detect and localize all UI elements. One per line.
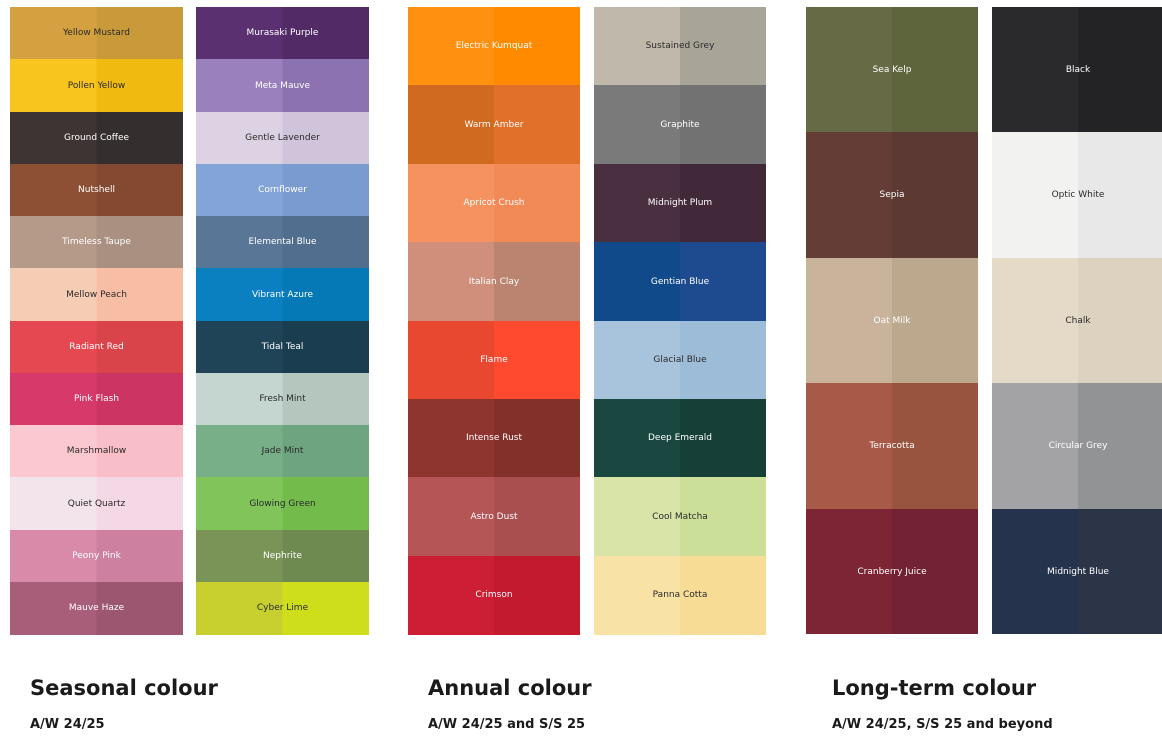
color-swatch: Radiant Red (10, 320, 183, 374)
color-swatch: Elemental Blue (196, 216, 369, 269)
section-title: Long-term colour (832, 676, 1037, 700)
color-swatch: Ground Coffee (10, 111, 183, 165)
color-swatch: Sea Kelp (806, 7, 978, 133)
color-swatch: Apricot Crush (408, 163, 580, 243)
section-subtitle: A/W 24/25, S/S 25 and beyond (832, 717, 1053, 732)
color-swatch: Panna Cotta (594, 555, 766, 635)
color-swatch: Marshmallow (10, 425, 183, 478)
color-swatch: Sustained Grey (594, 7, 766, 86)
color-swatch: Peony Pink (10, 529, 183, 583)
color-swatch: Timeless Taupe (10, 216, 183, 269)
color-swatch: Midnight Blue (992, 508, 1162, 635)
color-swatch: Cranberry Juice (806, 508, 978, 635)
color-swatch: Italian Clay (408, 242, 580, 321)
color-swatch: Yellow Mustard (10, 7, 183, 60)
color-swatch: Murasaki Purple (196, 7, 369, 60)
color-swatch: Nutshell (10, 163, 183, 217)
color-swatch: Cyber Lime (196, 581, 369, 635)
color-swatch: Gentle Lavender (196, 111, 369, 165)
section-subtitle: A/W 24/25 (30, 717, 105, 732)
color-swatch: Midnight Plum (594, 163, 766, 243)
color-swatch: Astro Dust (408, 477, 580, 557)
color-swatch: Optic White (992, 132, 1162, 259)
color-swatch: Pink Flash (10, 372, 183, 426)
color-swatch: Glacial Blue (594, 320, 766, 400)
color-swatch: Crimson (408, 555, 580, 635)
color-swatch: Chalk (992, 257, 1162, 384)
color-swatch: Intense Rust (408, 398, 580, 478)
color-swatch: Oat Milk (806, 257, 978, 384)
color-swatch: Fresh Mint (196, 372, 369, 426)
color-swatch: Black (992, 7, 1162, 133)
section-title: Annual colour (428, 676, 592, 700)
color-swatch: Cornflower (196, 163, 369, 217)
color-swatch: Sepia (806, 132, 978, 259)
color-swatch: Mauve Haze (10, 581, 183, 635)
color-swatch: Glowing Green (196, 477, 369, 530)
color-swatch: Tidal Teal (196, 320, 369, 374)
color-swatch: Mellow Peach (10, 268, 183, 321)
color-swatch: Deep Emerald (594, 398, 766, 478)
color-swatch: Cool Matcha (594, 477, 766, 557)
color-swatch: Flame (408, 320, 580, 400)
color-swatch: Quiet Quartz (10, 477, 183, 530)
color-swatch: Jade Mint (196, 425, 369, 478)
color-swatch: Meta Mauve (196, 59, 369, 112)
section-subtitle: A/W 24/25 and S/S 25 (428, 717, 586, 732)
color-swatch: Vibrant Azure (196, 268, 369, 321)
color-swatch: Graphite (594, 85, 766, 165)
color-swatch: Gentian Blue (594, 242, 766, 321)
section-title: Seasonal colour (30, 676, 218, 700)
color-swatch: Electric Kumquat (408, 7, 580, 86)
color-swatch: Terracotta (806, 383, 978, 510)
color-swatch: Warm Amber (408, 85, 580, 165)
color-swatch: Nephrite (196, 529, 369, 583)
color-swatch: Pollen Yellow (10, 59, 183, 112)
color-swatch: Circular Grey (992, 383, 1162, 510)
